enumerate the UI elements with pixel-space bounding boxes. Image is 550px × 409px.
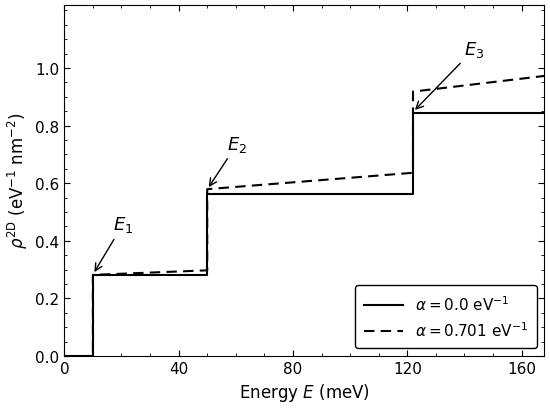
$\alpha = 0.0$ eV$^{-1}$ <box>225 192 232 197</box>
$\alpha = 0.701$ eV$^{-1}$ <box>77 354 84 359</box>
$\alpha = 0.0$ eV$^{-1}$ <box>151 273 157 278</box>
Y-axis label: $\rho^{\mathrm{2D}}$ (eV$^{-1}$ nm$^{-2}$): $\rho^{\mathrm{2D}}$ (eV$^{-1}$ nm$^{-2}… <box>6 113 30 249</box>
$\alpha = 0.0$ eV$^{-1}$ <box>393 192 400 197</box>
$\alpha = 0.0$ eV$^{-1}$ <box>410 111 416 116</box>
$\alpha = 0.0$ eV$^{-1}$ <box>538 111 545 116</box>
Text: $E_1$: $E_1$ <box>95 215 133 271</box>
X-axis label: Energy $E$ (meV): Energy $E$ (meV) <box>239 382 370 403</box>
Line: $\alpha = 0.701$ eV$^{-1}$: $\alpha = 0.701$ eV$^{-1}$ <box>64 77 544 356</box>
$\alpha = 0.0$ eV$^{-1}$ <box>541 111 548 116</box>
$\alpha = 0.701$ eV$^{-1}$ <box>541 74 548 79</box>
Legend: $\alpha = 0.0$ eV$^{-1}$, $\alpha = 0.701$ eV$^{-1}$: $\alpha = 0.0$ eV$^{-1}$, $\alpha = 0.70… <box>355 285 537 348</box>
$\alpha = 0.701$ eV$^{-1}$ <box>77 354 84 359</box>
Text: $E_3$: $E_3$ <box>416 39 485 110</box>
$\alpha = 0.701$ eV$^{-1}$ <box>61 354 68 359</box>
$\alpha = 0.0$ eV$^{-1}$ <box>61 354 68 359</box>
$\alpha = 0.0$ eV$^{-1}$ <box>204 192 211 197</box>
$\alpha = 0.0$ eV$^{-1}$ <box>229 192 235 197</box>
Line: $\alpha = 0.0$ eV$^{-1}$: $\alpha = 0.0$ eV$^{-1}$ <box>64 113 544 356</box>
Text: $E_2$: $E_2$ <box>210 134 248 187</box>
$\alpha = 0.701$ eV$^{-1}$ <box>346 176 353 181</box>
$\alpha = 0.701$ eV$^{-1}$ <box>89 354 95 359</box>
$\alpha = 0.701$ eV$^{-1}$ <box>219 186 226 191</box>
$\alpha = 0.701$ eV$^{-1}$ <box>306 179 313 184</box>
